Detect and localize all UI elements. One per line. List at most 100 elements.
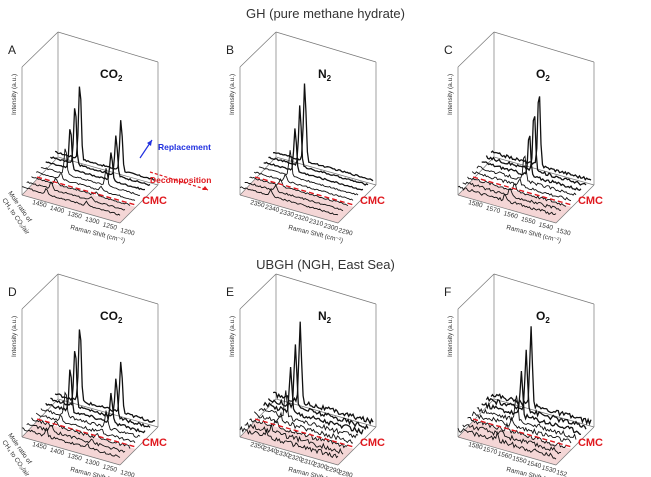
spectrum-trace-f-7 xyxy=(490,326,592,426)
box-edge-d-0 xyxy=(21,436,121,466)
spectrum-trace-e-2 xyxy=(249,418,349,449)
y-axis-label-c: Intensity (a.u.) xyxy=(447,74,454,115)
spectrum-trace-c-7 xyxy=(490,96,592,181)
spectrum-trace-d-5 xyxy=(45,369,146,434)
gas-label-main-f: O xyxy=(536,309,545,323)
replacement-arrowhead-a xyxy=(147,140,152,146)
spectrum-trace-f-2 xyxy=(467,417,567,448)
cmc-line-b xyxy=(254,176,355,206)
gas-label-main-a: CO xyxy=(100,67,118,81)
spectrum-trace-b-0 xyxy=(239,186,339,216)
box-edge-d-2 xyxy=(57,398,159,428)
gas-label-subscript-a: 2 xyxy=(118,74,123,83)
y-axis-label-a: Intensity (a.u.) xyxy=(11,74,18,115)
spectrum-trace-b-2 xyxy=(249,176,349,207)
box-edge-b-8 xyxy=(239,31,277,68)
cmc-label-a: CMC xyxy=(142,195,167,207)
x-tick-label-c-5: 1530 xyxy=(556,227,572,237)
panel-letter-f: F xyxy=(444,285,451,299)
cmc-label-e: CMC xyxy=(360,437,385,449)
spectrum-trace-f-4 xyxy=(476,395,577,440)
x-tick-label-e-6: 2290 xyxy=(325,465,341,475)
floor-region-a xyxy=(22,179,136,223)
x-tick-label-c-4: 1540 xyxy=(538,222,554,232)
spectrum-trace-c-1 xyxy=(462,181,561,211)
spectrum-trace-d-4 xyxy=(40,391,141,438)
spectrum-trace-a-2 xyxy=(31,176,131,206)
gas-label-main-e: N xyxy=(318,309,327,323)
x-tick-label-b-3: 2320 xyxy=(294,213,310,223)
x-tick-label-d-4: 1250 xyxy=(102,464,118,474)
cmc-label-f: CMC xyxy=(578,437,603,449)
spectrum-trace-f-1 xyxy=(462,424,562,455)
cmc-label-b: CMC xyxy=(360,195,385,207)
x-tick-label-b-1: 2340 xyxy=(264,204,280,214)
floor-region-f xyxy=(458,421,572,465)
box-edge-e-3 xyxy=(239,398,277,438)
box-edge-c-7 xyxy=(493,31,595,63)
panel-letter-d: D xyxy=(8,285,17,299)
spectrum-trace-c-4 xyxy=(476,155,577,196)
x-tick-label-d-5: 1200 xyxy=(120,469,136,477)
box-edge-c-1 xyxy=(555,184,595,224)
y-axis-label-d: Intensity (a.u.) xyxy=(11,316,18,357)
box-edge-f-0 xyxy=(457,436,557,466)
box-edge-a-1 xyxy=(119,184,159,224)
x-tick-label-c-0: 1580 xyxy=(468,199,484,209)
cmc-line-d xyxy=(36,418,137,448)
x-tick-label-a-4: 1250 xyxy=(102,222,118,232)
spectrum-trace-a-4 xyxy=(40,148,141,196)
spectrum-trace-c-0 xyxy=(457,185,557,215)
gas-label-main-c: O xyxy=(536,67,545,81)
panel-letter-b: B xyxy=(226,43,234,57)
gas-label-subscript-c: 2 xyxy=(545,74,550,83)
gas-label-subscript-f: 2 xyxy=(545,316,550,325)
box-edge-b-2 xyxy=(275,156,377,186)
box-edge-a-8 xyxy=(21,31,59,68)
spectrum-trace-c-6 xyxy=(485,116,587,186)
box-edge-e-1 xyxy=(337,426,377,466)
x-tick-label-d-2: 1350 xyxy=(67,452,83,462)
spectrum-trace-e-3 xyxy=(253,411,354,444)
spectrum-trace-f-5 xyxy=(481,371,582,436)
panel-letter-a: A xyxy=(8,43,16,57)
replacement-label-a: Replacement xyxy=(158,142,211,152)
box-edge-e-7 xyxy=(275,273,377,305)
x-axis-label-c: Raman Shift (cm⁻¹) xyxy=(506,224,562,244)
x-tick-label-e-5: 2300 xyxy=(312,461,328,471)
panel-e-chart: CMC23502340233023202310230022902280Raman… xyxy=(226,273,385,477)
cmc-line-f xyxy=(472,418,573,448)
box-edge-c-2 xyxy=(493,156,595,186)
spectrum-trace-d-0 xyxy=(21,427,121,458)
box-edge-d-1 xyxy=(119,426,159,466)
x-tick-label-e-2: 2330 xyxy=(275,449,291,459)
spectrum-trace-c-2 xyxy=(467,176,567,207)
x-tick-label-f-0: 1580 xyxy=(468,441,484,451)
x-tick-label-d-1: 1400 xyxy=(49,447,65,457)
x-tick-label-c-1: 1570 xyxy=(485,205,501,215)
spectrum-trace-b-5 xyxy=(263,128,364,191)
panel-e-group: CMC23502340233023202310230022902280Raman… xyxy=(226,273,385,477)
x-tick-label-e-3: 2320 xyxy=(287,453,303,463)
box-edge-b-1 xyxy=(337,184,377,224)
gas-label-subscript-e: 2 xyxy=(327,316,332,325)
x-tick-label-a-3: 1300 xyxy=(84,216,100,226)
x-axis-label-a: Raman Shift (cm⁻¹) xyxy=(70,224,126,244)
spectrum-trace-c-5 xyxy=(481,135,582,191)
floor-region-c xyxy=(458,179,572,223)
gas-label-e: N2 xyxy=(318,309,332,325)
box-edge-d-8 xyxy=(21,273,59,310)
cmc-line-c xyxy=(472,176,573,206)
spectrum-trace-b-6 xyxy=(268,105,369,186)
x-tick-label-e-4: 2310 xyxy=(300,457,316,467)
spectrum-trace-b-1 xyxy=(244,181,344,212)
x-tick-label-f-5: 1530 xyxy=(541,464,557,474)
x-tick-label-b-4: 2310 xyxy=(308,218,324,228)
spectrum-trace-e-0 xyxy=(239,425,339,459)
y-axis-label-e: Intensity (a.u.) xyxy=(229,316,236,357)
